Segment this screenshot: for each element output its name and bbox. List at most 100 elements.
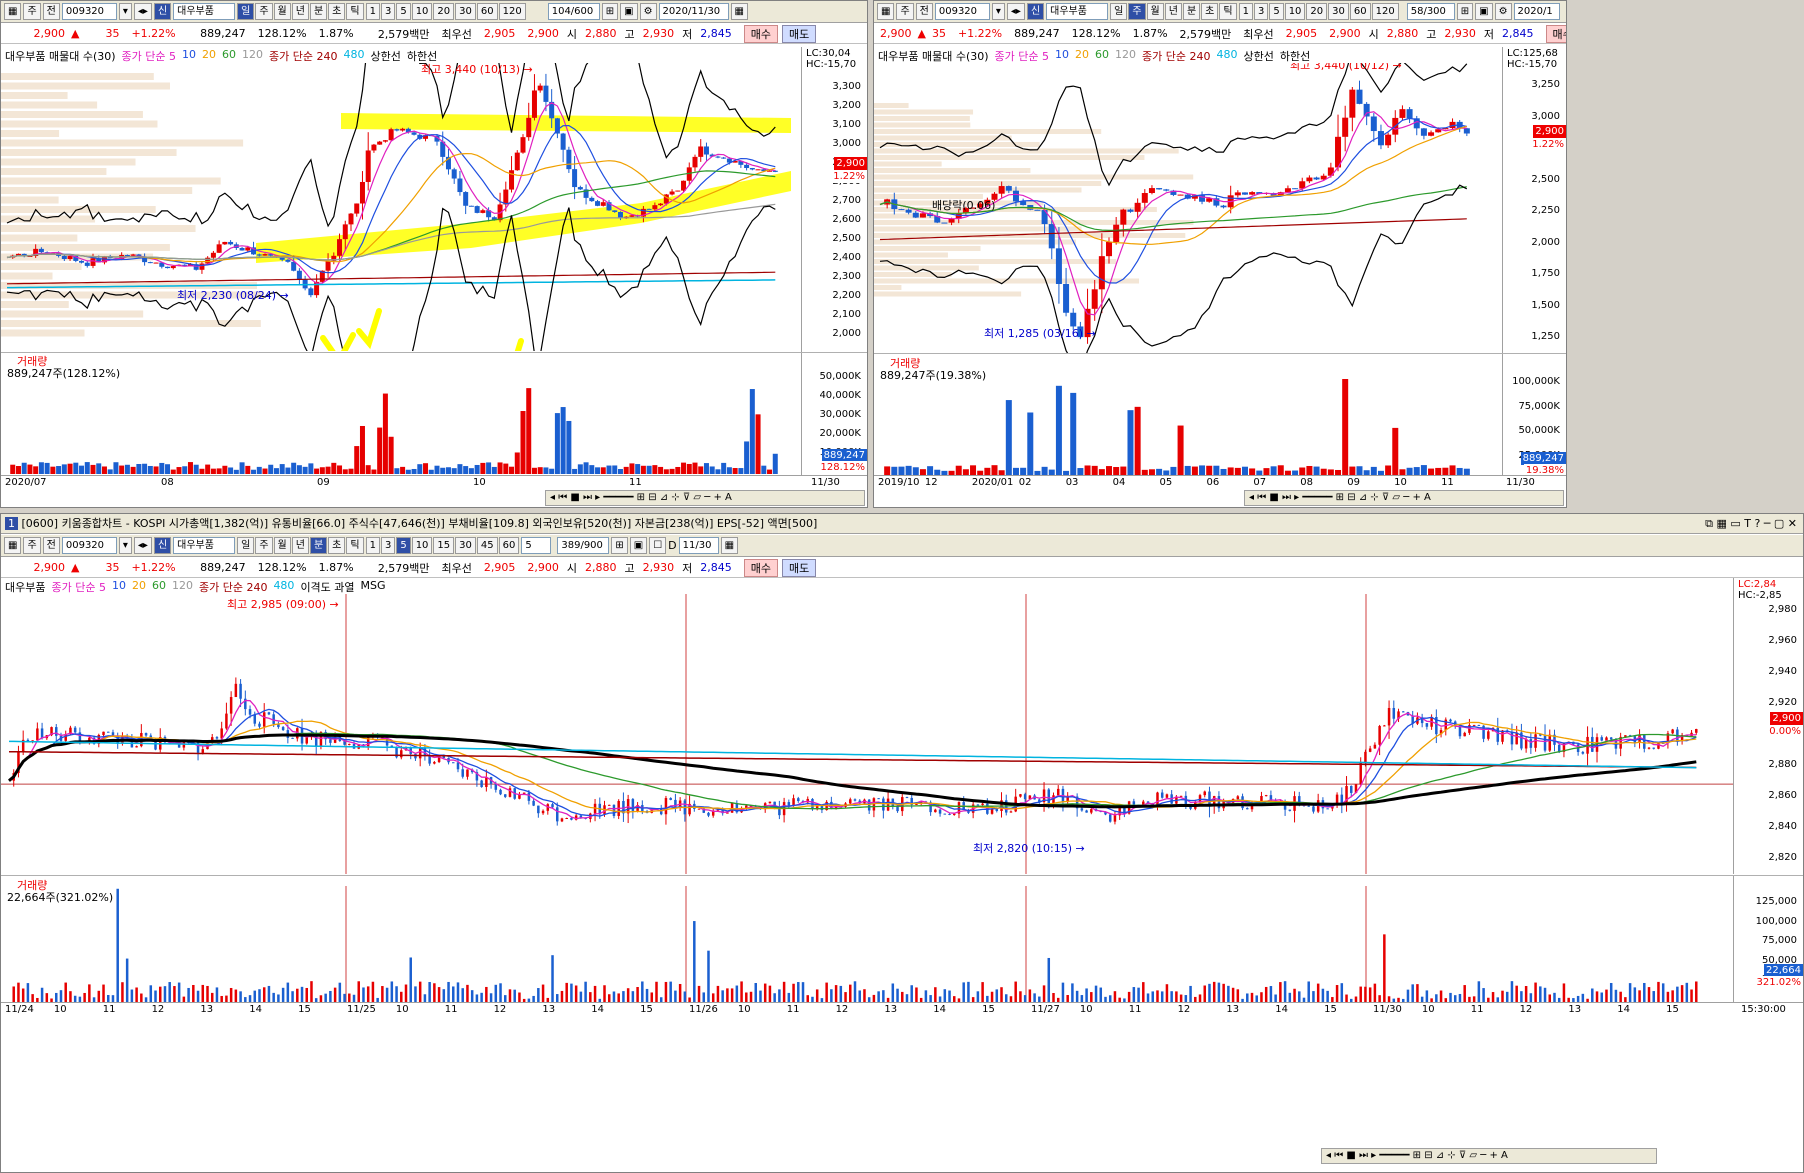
period-tab[interactable]: 주 — [1128, 3, 1146, 20]
type-button[interactable]: 주 — [23, 537, 41, 554]
buy-button[interactable]: 매수 — [1545, 24, 1566, 43]
period-tab[interactable]: 초 — [328, 537, 346, 554]
zoom-icon[interactable]: ⊞ — [611, 537, 628, 554]
buy-button[interactable]: 매수 — [743, 24, 779, 43]
interval-button[interactable]: 30 — [455, 537, 476, 554]
interval-button[interactable]: 3 — [1253, 3, 1269, 20]
type-button[interactable]: 주 — [23, 3, 41, 20]
interval-button[interactable]: 30 — [455, 3, 476, 20]
gear-icon[interactable]: ⚙ — [639, 3, 657, 20]
period-tab[interactable]: 일 — [237, 537, 255, 554]
sell-button[interactable]: 매도 — [782, 24, 817, 43]
date-field[interactable]: 11/30 — [678, 537, 719, 554]
buy-button[interactable]: 매수 — [743, 558, 779, 577]
save-icon[interactable]: ▣ — [1475, 3, 1493, 20]
period-tab[interactable]: 분 — [309, 537, 328, 554]
interval-button[interactable]: 5 — [1269, 3, 1284, 20]
nav-icon[interactable]: ◂▸ — [133, 3, 152, 20]
interval-button[interactable]: 5 — [396, 3, 411, 20]
interval-button[interactable]: 60 — [1349, 3, 1371, 20]
date-field[interactable]: 2020/1 — [1513, 3, 1560, 20]
candle-body — [1368, 748, 1372, 752]
interval-button[interactable]: 10 — [411, 537, 433, 554]
volume-bar — [1676, 986, 1679, 1002]
stock-code-input[interactable]: 009320 — [61, 537, 117, 554]
volume-bar — [1657, 981, 1660, 1002]
zoom-icon[interactable]: ⊞ — [1456, 3, 1474, 20]
volume-bar — [532, 995, 535, 1002]
period-tab[interactable]: 분 — [1182, 3, 1201, 20]
period-tab[interactable]: 월 — [273, 537, 291, 554]
interval-button[interactable]: 1 — [1238, 3, 1253, 20]
interval-button[interactable]: 3 — [380, 537, 396, 554]
interval-button[interactable]: 1 — [365, 3, 380, 20]
search-icon[interactable]: ▾ — [991, 3, 1005, 20]
date-field[interactable]: 2020/11/30 — [658, 3, 729, 20]
period-tab[interactable]: 초 — [328, 3, 346, 20]
interval-button[interactable]: 45 — [476, 537, 498, 554]
interval-button[interactable]: 5 — [396, 537, 411, 554]
minute-scrollbar[interactable]: ◂ ⏮ ■ ⏭ ▸ ━━━━━ ⊞ ⊟ ⊿ ⊹ ⊽ ▱ ─ + A — [1321, 1148, 1657, 1164]
interval-button[interactable]: 20 — [1306, 3, 1328, 20]
candle-body — [1515, 732, 1518, 745]
interval-button[interactable]: 3 — [380, 3, 396, 20]
period-tab[interactable]: 년 — [291, 537, 309, 554]
period-tab[interactable]: 초 — [1201, 3, 1219, 20]
save-icon[interactable]: ▣ — [629, 537, 648, 554]
volume-bar — [1491, 992, 1495, 1002]
volume-bar — [1690, 989, 1693, 1002]
interval-button[interactable]: 60 — [498, 537, 520, 554]
interval-button[interactable]: 10 — [411, 3, 433, 20]
interval-button[interactable]: 1 — [365, 537, 380, 554]
sell-button[interactable]: 매도 — [782, 558, 817, 577]
save-icon[interactable]: ▣ — [620, 3, 638, 20]
period-tab[interactable]: 년 — [291, 3, 309, 20]
search-icon[interactable]: ▾ — [118, 537, 132, 554]
interval-button[interactable]: 10 — [1284, 3, 1306, 20]
menu-icon[interactable]: ▦ — [877, 3, 895, 20]
period-tab[interactable]: 틱 — [346, 3, 364, 20]
zoom-icon[interactable]: ⊞ — [601, 3, 619, 20]
nav-icon[interactable]: ◂▸ — [133, 537, 152, 554]
prev-button[interactable]: 전 — [42, 537, 60, 554]
daily-scrollbar[interactable]: ◂ ⏮ ■ ⏭ ▸ ━━━━━ ⊞ ⊟ ⊿ ⊹ ⊽ ▱ ─ + A — [545, 490, 865, 506]
window-controls[interactable]: ⧉ ▦ ▭ T ? ─ ▢ ✕ — [1705, 517, 1797, 530]
period-tab[interactable]: 일 — [237, 3, 255, 20]
candle-body — [703, 146, 709, 155]
period-tab[interactable]: 일 — [1110, 3, 1128, 20]
period-tab[interactable]: 년 — [1164, 3, 1182, 20]
period-tab[interactable]: 주 — [255, 3, 273, 20]
count-field[interactable]: 389/900 — [557, 537, 610, 554]
interval-button[interactable]: 60 — [476, 3, 498, 20]
volume-bar — [1292, 470, 1299, 475]
menu-icon[interactable]: ▦ — [4, 537, 22, 554]
prev-button[interactable]: 전 — [42, 3, 60, 20]
calendar-icon[interactable]: ▦ — [720, 537, 739, 554]
type-button[interactable]: 주 — [896, 3, 914, 20]
stock-code-input[interactable]: 009320 — [934, 3, 990, 20]
interval-button[interactable]: 15 — [433, 537, 455, 554]
interval-button[interactable]: 120 — [1371, 3, 1399, 20]
period-tab[interactable]: 틱 — [1219, 3, 1237, 20]
checkbox-d[interactable]: ☐ — [649, 537, 667, 554]
interval-button[interactable]: 30 — [1328, 3, 1349, 20]
gear-icon[interactable]: ⚙ — [1494, 3, 1512, 20]
period-tab[interactable]: 틱 — [346, 537, 364, 554]
calendar-icon[interactable]: ▦ — [730, 3, 748, 20]
period-tab[interactable]: 월 — [1146, 3, 1164, 20]
interval-button[interactable]: 120 — [498, 3, 526, 20]
search-icon[interactable]: ▾ — [118, 3, 132, 20]
period-tab[interactable]: 주 — [255, 537, 273, 554]
weekly-scrollbar[interactable]: ◂ ⏮ ■ ⏭ ▸ ━━━━━ ⊞ ⊟ ⊿ ⊹ ⊽ ▱ ─ + A — [1244, 490, 1564, 506]
nav-icon[interactable]: ◂▸ — [1006, 3, 1025, 20]
count-field[interactable]: 104/600 — [547, 3, 600, 20]
prev-button[interactable]: 전 — [915, 3, 933, 20]
interval-select[interactable]: 5 — [521, 537, 552, 554]
interval-button[interactable]: 20 — [433, 3, 455, 20]
period-tab[interactable]: 월 — [273, 3, 291, 20]
menu-icon[interactable]: ▦ — [4, 3, 22, 20]
period-tab[interactable]: 분 — [309, 3, 328, 20]
count-field[interactable]: 58/300 — [1406, 3, 1455, 20]
stock-code-input[interactable]: 009320 — [61, 3, 117, 20]
